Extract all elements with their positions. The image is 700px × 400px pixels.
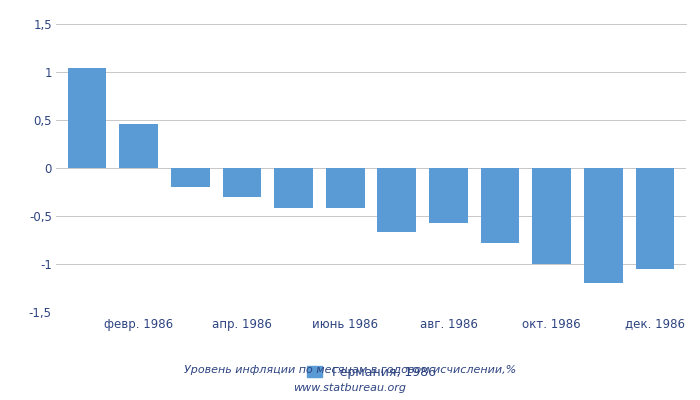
- Bar: [326, 168, 365, 208]
- Bar: [119, 124, 158, 168]
- Legend: Германия, 1986: Германия, 1986: [307, 366, 435, 379]
- Bar: [533, 168, 571, 264]
- Bar: [377, 168, 416, 232]
- Bar: [274, 168, 313, 208]
- Bar: [171, 168, 209, 187]
- Text: www.statbureau.org: www.statbureau.org: [293, 383, 407, 393]
- Bar: [481, 168, 519, 243]
- Bar: [584, 168, 623, 283]
- Bar: [68, 68, 106, 168]
- Text: Уровень инфляции по месяцам в годовом исчислении,%: Уровень инфляции по месяцам в годовом ис…: [184, 365, 516, 375]
- Bar: [429, 168, 468, 223]
- Bar: [223, 168, 261, 197]
- Bar: [636, 168, 674, 269]
